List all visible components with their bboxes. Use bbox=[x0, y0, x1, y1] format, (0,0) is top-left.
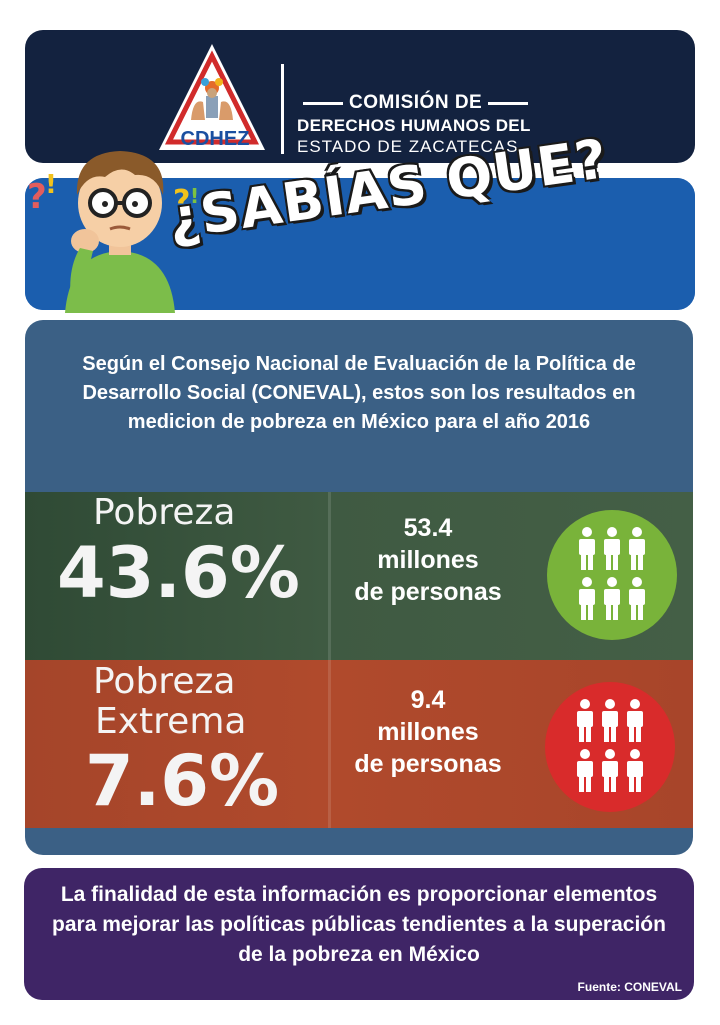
person-icon bbox=[579, 527, 595, 570]
poverty-count: 53.4 millones de personas bbox=[343, 512, 513, 608]
closing-text: La finalidad de esta información es prop… bbox=[52, 883, 666, 966]
intro-text: Según el Consejo Nacional de Evaluación … bbox=[82, 353, 636, 433]
person-icon bbox=[629, 527, 645, 570]
row-divider bbox=[328, 660, 331, 828]
extreme-poverty-row: Pobreza Extrema 7.6% 9.4 millones de per… bbox=[25, 660, 693, 828]
org-line-2: DERECHOS HUMANOS DEL bbox=[297, 116, 531, 135]
person-icon bbox=[602, 749, 618, 792]
row-divider bbox=[328, 492, 331, 660]
svg-text:?: ? bbox=[173, 184, 190, 219]
poverty-count-number: 53.4 bbox=[403, 514, 453, 542]
sabias-que-banner: ? ! ? ! ¿SABÍAS QUE? bbox=[25, 127, 695, 313]
thinking-boy-illustration: ? ! ? ! bbox=[27, 151, 199, 313]
person-icon bbox=[627, 749, 643, 792]
person-icon bbox=[629, 577, 645, 620]
poverty-count-line3: de personas bbox=[354, 578, 502, 606]
people-icon-circle bbox=[547, 510, 677, 640]
cdhez-logo bbox=[159, 44, 265, 150]
person-icon bbox=[602, 699, 618, 742]
logo-text: CDHEZ bbox=[180, 128, 250, 150]
svg-text:!: ! bbox=[45, 170, 57, 200]
svg-text:?: ? bbox=[27, 177, 47, 217]
extreme-poverty-count-line3: de personas bbox=[354, 750, 502, 778]
poverty-row: Pobreza 43.6% 53.4 millones de personas bbox=[25, 492, 693, 660]
person-icon bbox=[577, 699, 593, 742]
people-icon-circle bbox=[545, 682, 675, 812]
person-icon bbox=[604, 527, 620, 570]
extreme-poverty-count: 9.4 millones de personas bbox=[343, 684, 513, 780]
person-icon bbox=[604, 577, 620, 620]
svg-text:!: ! bbox=[190, 184, 199, 208]
extreme-poverty-label-line1: Pobreza bbox=[93, 661, 236, 702]
logo-divider bbox=[281, 64, 284, 154]
poverty-percent: 43.6% bbox=[57, 532, 300, 614]
source-text: Fuente: CONEVAL bbox=[577, 980, 682, 994]
org-line-3: ESTADO DE ZACATECAS bbox=[297, 137, 519, 156]
person-icon bbox=[577, 749, 593, 792]
poverty-count-line2: millones bbox=[377, 546, 479, 574]
extreme-poverty-label-line2: Extrema bbox=[95, 701, 247, 742]
header-panel: CDHEZ COMISIÓN DE DERECHOS HUMANOS DEL E… bbox=[25, 30, 695, 163]
extreme-poverty-label: Pobreza Extrema bbox=[93, 662, 246, 742]
extreme-poverty-count-number: 9.4 bbox=[410, 686, 446, 714]
footer-panel: La finalidad de esta información es prop… bbox=[24, 868, 694, 1000]
org-line-1: COMISIÓN DE bbox=[349, 92, 483, 113]
org-name: COMISIÓN DE DERECHOS HUMANOS DEL ESTADO … bbox=[297, 92, 534, 157]
poverty-label: Pobreza bbox=[93, 492, 236, 533]
extreme-poverty-count-line2: millones bbox=[377, 718, 479, 746]
extreme-poverty-percent: 7.6% bbox=[85, 740, 280, 822]
person-icon bbox=[627, 699, 643, 742]
person-icon bbox=[579, 577, 595, 620]
stats-panel: Según el Consejo Nacional de Evaluación … bbox=[25, 320, 693, 855]
